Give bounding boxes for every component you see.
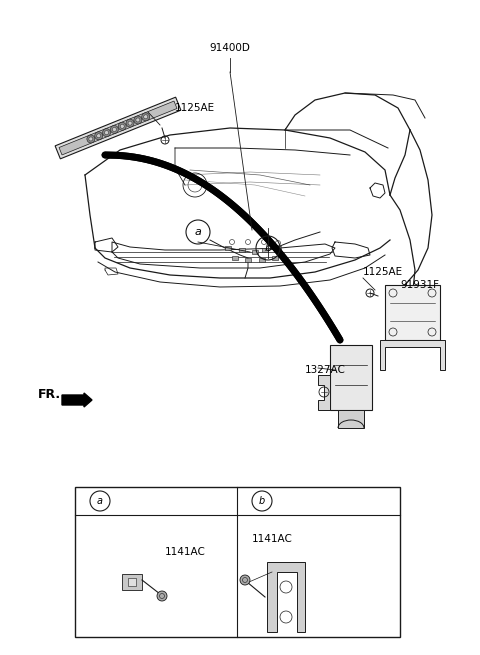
Text: 1125AE: 1125AE (363, 267, 403, 277)
Bar (272, 256, 278, 260)
Bar (239, 248, 245, 252)
Bar (259, 258, 265, 262)
Bar (75, 487, 400, 637)
FancyArrow shape (62, 393, 92, 407)
Circle shape (128, 121, 132, 125)
Text: 91400D: 91400D (210, 43, 251, 53)
Circle shape (240, 575, 250, 585)
Bar (128, 578, 136, 586)
Circle shape (112, 128, 116, 132)
Polygon shape (59, 101, 177, 155)
Bar (122, 574, 142, 590)
Text: 1141AC: 1141AC (165, 547, 206, 557)
Circle shape (89, 137, 93, 141)
Text: a: a (194, 227, 202, 237)
Polygon shape (318, 375, 330, 410)
Bar (262, 248, 268, 252)
Polygon shape (380, 340, 445, 370)
Text: 91931F: 91931F (400, 280, 439, 290)
Text: 1141AC: 1141AC (252, 534, 293, 544)
Circle shape (126, 119, 134, 127)
Text: 1125AE: 1125AE (175, 103, 215, 113)
Circle shape (87, 135, 95, 143)
Circle shape (280, 611, 292, 623)
Bar (225, 246, 231, 250)
Circle shape (103, 128, 110, 137)
Circle shape (95, 132, 103, 140)
Bar (385, 285, 440, 340)
Circle shape (96, 134, 101, 138)
Bar (338, 410, 364, 428)
Bar (252, 250, 258, 254)
Circle shape (144, 115, 148, 119)
Text: a: a (97, 496, 103, 506)
Text: FR.: FR. (38, 388, 61, 402)
Circle shape (142, 113, 150, 121)
Circle shape (157, 591, 167, 601)
Bar (330, 345, 372, 410)
Bar (275, 246, 281, 250)
Circle shape (134, 116, 142, 124)
Circle shape (136, 118, 140, 122)
Circle shape (118, 122, 126, 130)
Text: 1327AC: 1327AC (305, 365, 346, 375)
Text: b: b (259, 496, 265, 506)
Text: b: b (264, 243, 272, 253)
Circle shape (105, 130, 108, 135)
Bar (245, 258, 251, 262)
Polygon shape (267, 562, 305, 632)
Circle shape (120, 124, 124, 128)
Circle shape (280, 581, 292, 593)
Bar (232, 256, 238, 260)
Polygon shape (55, 97, 181, 159)
Circle shape (110, 126, 119, 134)
